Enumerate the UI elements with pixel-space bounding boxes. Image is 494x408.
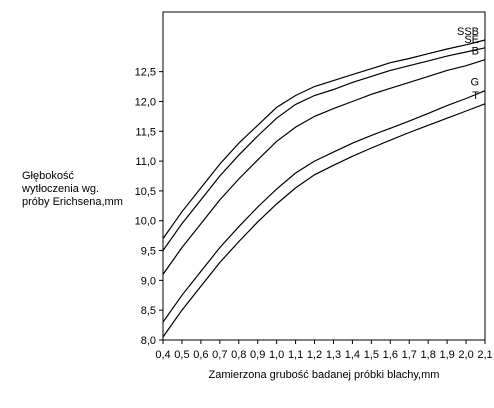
x-tick-label: 1,1 [288,349,303,361]
series-label-se: SE [464,34,479,46]
x-tick-label: 0,4 [155,349,170,361]
x-tick-label: 1,7 [402,349,417,361]
series-label-ssb: SSB [457,26,479,38]
x-tick-label: 1,6 [383,349,398,361]
series-label-t: T [472,90,479,102]
y-axis-title: Głębokość wytłoczenia wg. próby Erichsen… [22,170,142,209]
x-tick-label: 1,5 [364,349,379,361]
y-tick-label: 8,5 [141,305,156,317]
y-axis-title-line-1: Głębokość [22,170,74,182]
series-label-b: B [472,46,479,58]
plot-frame [162,11,486,341]
x-tick-label: 2,1 [477,349,492,361]
series-line-ssb [162,39,486,239]
x-tick-label: 1,0 [269,349,284,361]
x-tick-label: 0,8 [231,349,246,361]
x-tick-label: 1,4 [345,349,360,361]
series-line-b [162,59,486,275]
y-tick-label: 8,0 [141,335,156,347]
x-tick-label: 0,9 [250,349,265,361]
series-label-g: G [470,77,479,89]
x-tick-label: 1,8 [421,349,436,361]
y-tick-label: 10,0 [135,216,156,228]
y-tick-label: 11,5 [135,126,156,138]
y-tick-label: 10,5 [135,186,156,198]
x-axis-ticks: 0,4 0,5 0,6 0,7 0,8 0,9 1,0 1,1 1,2 1,3 1,4 1,5 1,6 1… [155,340,493,361]
series-line-se [162,47,486,251]
x-tick-label: 1,3 [326,349,341,361]
x-tick-label: 2,0 [458,349,473,361]
y-tick-label: 12,0 [135,96,156,108]
series-line-g [162,90,486,323]
y-axis-title-line-2: wytłoczenia wg. [22,183,100,195]
y-axis-title-line-3: próby Erichsena,mm [22,196,123,208]
series-line-t [162,103,486,338]
y-axis-ticks: 8,0 8,5 9,0 9,5 10,0 10,5 11,0 11,5 12,0 12,5 [135,67,163,347]
x-tick-label: 1,9 [439,349,454,361]
y-tick-label: 11,0 [135,156,156,168]
y-tick-label: 9,5 [141,246,156,258]
x-tick-label: 0,5 [174,349,189,361]
y-tick-label: 12,5 [135,67,156,79]
x-axis-title: Zamierzona grubość badanej próbki blachy… [209,369,440,381]
x-tick-label: 1,2 [307,349,322,361]
y-tick-label: 9,0 [141,275,156,287]
x-tick-label: 0,6 [193,349,208,361]
x-tick-label: 0,7 [212,349,227,361]
